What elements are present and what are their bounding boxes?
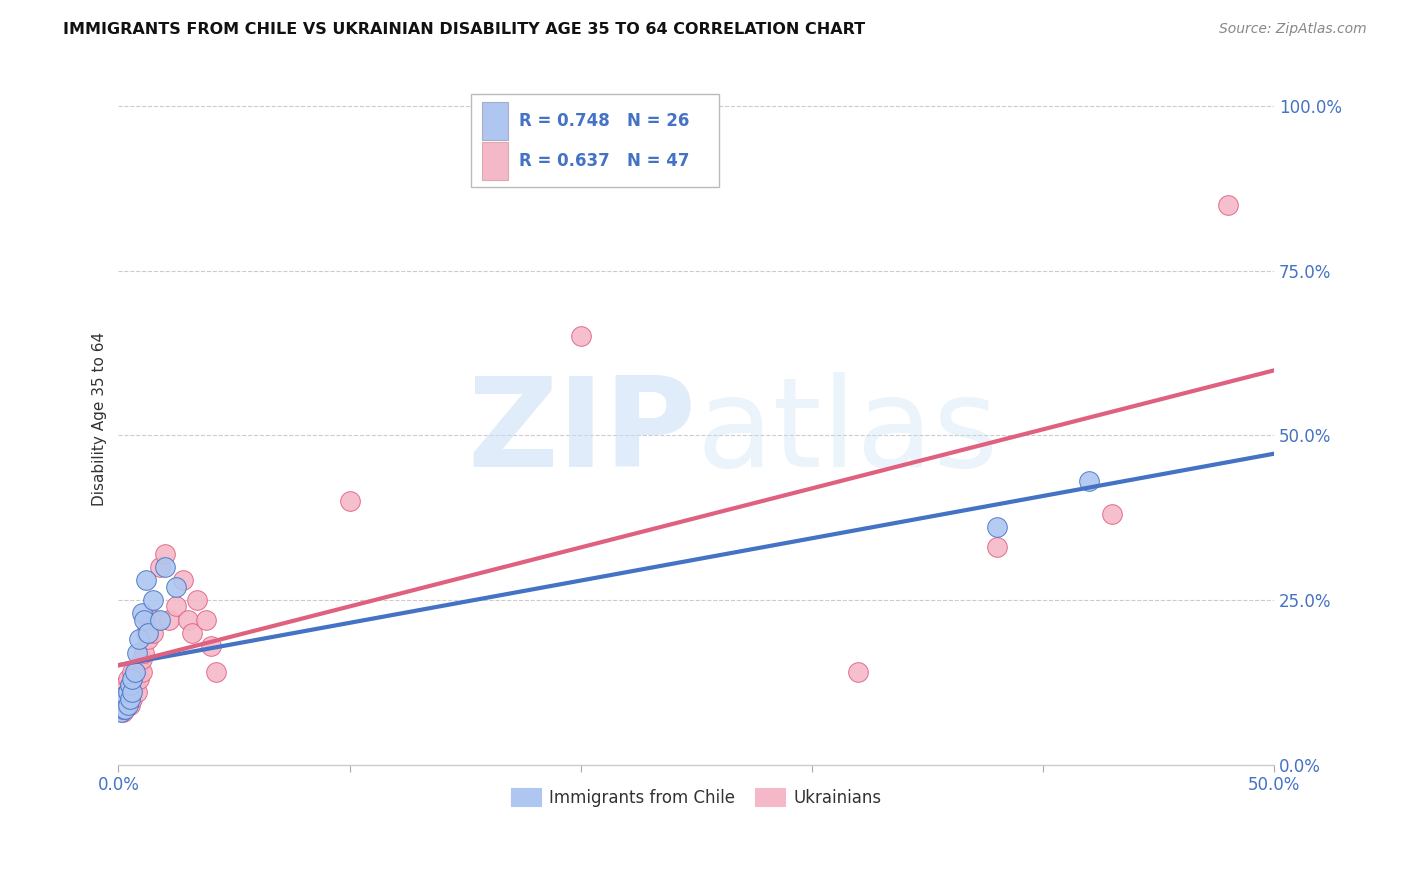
Point xyxy=(165,580,187,594)
Point xyxy=(149,613,172,627)
Point xyxy=(145,613,167,627)
Point xyxy=(114,691,136,706)
Point xyxy=(986,540,1008,554)
Point xyxy=(117,672,139,686)
Text: R = 0.637: R = 0.637 xyxy=(519,152,610,169)
Text: ZIP: ZIP xyxy=(467,372,696,493)
Point xyxy=(118,698,141,713)
Point xyxy=(195,613,218,627)
Point xyxy=(112,691,135,706)
Text: N = 26: N = 26 xyxy=(627,112,689,129)
Point xyxy=(124,678,146,692)
Point xyxy=(1078,475,1101,489)
Point xyxy=(149,560,172,574)
FancyBboxPatch shape xyxy=(471,94,720,187)
Point xyxy=(135,573,157,587)
Point xyxy=(117,685,139,699)
Point xyxy=(125,646,148,660)
FancyBboxPatch shape xyxy=(482,102,508,140)
Point xyxy=(139,613,162,627)
Text: IMMIGRANTS FROM CHILE VS UKRAINIAN DISABILITY AGE 35 TO 64 CORRELATION CHART: IMMIGRANTS FROM CHILE VS UKRAINIAN DISAB… xyxy=(63,22,866,37)
Point xyxy=(142,592,165,607)
Point xyxy=(186,592,208,607)
Point xyxy=(112,685,135,699)
Point xyxy=(124,672,146,686)
Point xyxy=(121,672,143,686)
Point xyxy=(172,573,194,587)
Point xyxy=(112,698,135,713)
Text: atlas: atlas xyxy=(696,372,998,493)
Point xyxy=(142,625,165,640)
Point xyxy=(121,665,143,680)
Point xyxy=(118,691,141,706)
Point xyxy=(125,665,148,680)
Point xyxy=(131,665,153,680)
Point xyxy=(153,547,176,561)
Point xyxy=(132,613,155,627)
Point xyxy=(1216,197,1239,211)
Point xyxy=(138,632,160,647)
Point xyxy=(986,520,1008,534)
Point xyxy=(128,672,150,686)
Point xyxy=(110,698,132,713)
Point xyxy=(114,689,136,703)
Point xyxy=(118,685,141,699)
Text: N = 47: N = 47 xyxy=(627,152,689,169)
Point xyxy=(114,678,136,692)
Point xyxy=(157,613,180,627)
Point xyxy=(138,625,160,640)
Point xyxy=(132,646,155,660)
Point xyxy=(135,625,157,640)
Point xyxy=(128,632,150,647)
Point xyxy=(165,599,187,614)
Point xyxy=(110,691,132,706)
FancyBboxPatch shape xyxy=(482,142,508,180)
Point xyxy=(114,701,136,715)
Point xyxy=(121,685,143,699)
Point xyxy=(110,698,132,713)
Point xyxy=(118,678,141,692)
Point xyxy=(114,698,136,713)
Point xyxy=(118,678,141,692)
Point xyxy=(181,625,204,640)
Point xyxy=(110,701,132,715)
Point xyxy=(153,560,176,574)
Point xyxy=(117,698,139,713)
Point xyxy=(131,652,153,666)
Point xyxy=(339,494,361,508)
Point xyxy=(124,665,146,680)
Text: R = 0.748: R = 0.748 xyxy=(519,112,610,129)
Point xyxy=(112,695,135,709)
Y-axis label: Disability Age 35 to 64: Disability Age 35 to 64 xyxy=(93,332,107,506)
Point xyxy=(110,705,132,719)
Legend: Immigrants from Chile, Ukrainians: Immigrants from Chile, Ukrainians xyxy=(502,780,890,815)
Point xyxy=(204,665,226,680)
Point xyxy=(125,685,148,699)
Point xyxy=(112,701,135,715)
Point xyxy=(846,665,869,680)
Point xyxy=(177,613,200,627)
Point xyxy=(131,606,153,620)
Point xyxy=(117,691,139,706)
Point xyxy=(121,691,143,706)
Point xyxy=(112,705,135,719)
Point xyxy=(128,658,150,673)
Point xyxy=(569,329,592,343)
Point xyxy=(200,639,222,653)
Point xyxy=(1101,508,1123,522)
Text: Source: ZipAtlas.com: Source: ZipAtlas.com xyxy=(1219,22,1367,37)
